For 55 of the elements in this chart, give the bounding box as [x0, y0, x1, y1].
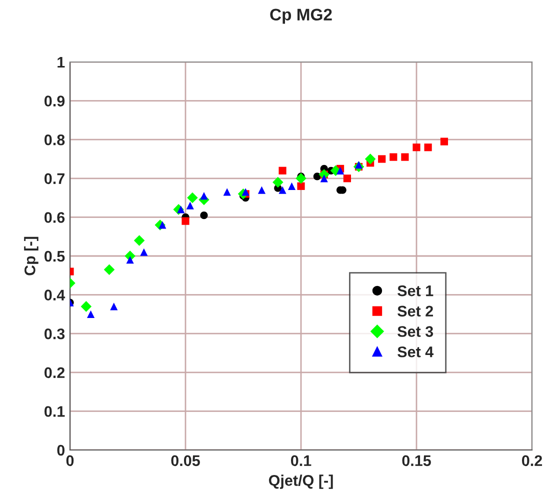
- point: [296, 173, 306, 184]
- point: [200, 192, 208, 200]
- legend-label: Set 2: [398, 306, 433, 317]
- point: [440, 138, 448, 146]
- x-tick-label: 0.2: [522, 455, 542, 466]
- point: [110, 302, 118, 310]
- point: [343, 174, 352, 182]
- point: [297, 182, 305, 190]
- y-tick-label: 0.6: [44, 212, 65, 223]
- y-axis-title: Cp [-]: [24, 236, 38, 276]
- x-tick-label: 0: [66, 455, 74, 466]
- point: [258, 186, 266, 194]
- legend-label: Set 4: [398, 346, 434, 358]
- point: [187, 192, 198, 204]
- x-tick-label: 0.05: [171, 455, 200, 466]
- x-axis-title: Qjet/Q [-]: [268, 474, 333, 489]
- point: [401, 153, 409, 161]
- point: [182, 217, 190, 225]
- y-tick-label: 0.1: [44, 406, 65, 417]
- x-tick-label: 0.1: [290, 455, 312, 466]
- legend-label: Set 1: [398, 285, 434, 296]
- legend-label: Set 3: [398, 326, 434, 337]
- y-tick-label: 0.8: [44, 134, 65, 146]
- point: [364, 154, 376, 164]
- point: [80, 301, 92, 312]
- y-tick-label: 1: [58, 57, 65, 68]
- point: [390, 153, 398, 161]
- point: [278, 166, 286, 174]
- point: [86, 310, 95, 318]
- chart-title: Cp MG2: [270, 8, 332, 24]
- y-tick-label: 0.4: [44, 290, 66, 300]
- point: [140, 248, 148, 256]
- y-tick-label: 0.2: [44, 367, 65, 378]
- point: [412, 144, 420, 152]
- point: [134, 235, 145, 246]
- x-tick-label: 0.15: [402, 455, 431, 466]
- point: [186, 202, 194, 210]
- point: [313, 172, 321, 180]
- point: [223, 188, 231, 196]
- y-tick-label: 0.5: [44, 250, 65, 262]
- point: [424, 144, 432, 152]
- point: [200, 211, 208, 220]
- point: [320, 174, 328, 182]
- y-tick-label: 0.7: [44, 173, 64, 184]
- point: [288, 182, 296, 190]
- point: [104, 264, 115, 275]
- point: [177, 206, 185, 214]
- y-tick-label: 0: [57, 444, 65, 456]
- point: [378, 155, 386, 163]
- point: [272, 176, 284, 188]
- point: [126, 256, 134, 264]
- point: [158, 221, 166, 229]
- point: [278, 186, 286, 194]
- y-tick-label: 0.3: [44, 328, 65, 340]
- y-tick-label: 0.9: [44, 96, 65, 106]
